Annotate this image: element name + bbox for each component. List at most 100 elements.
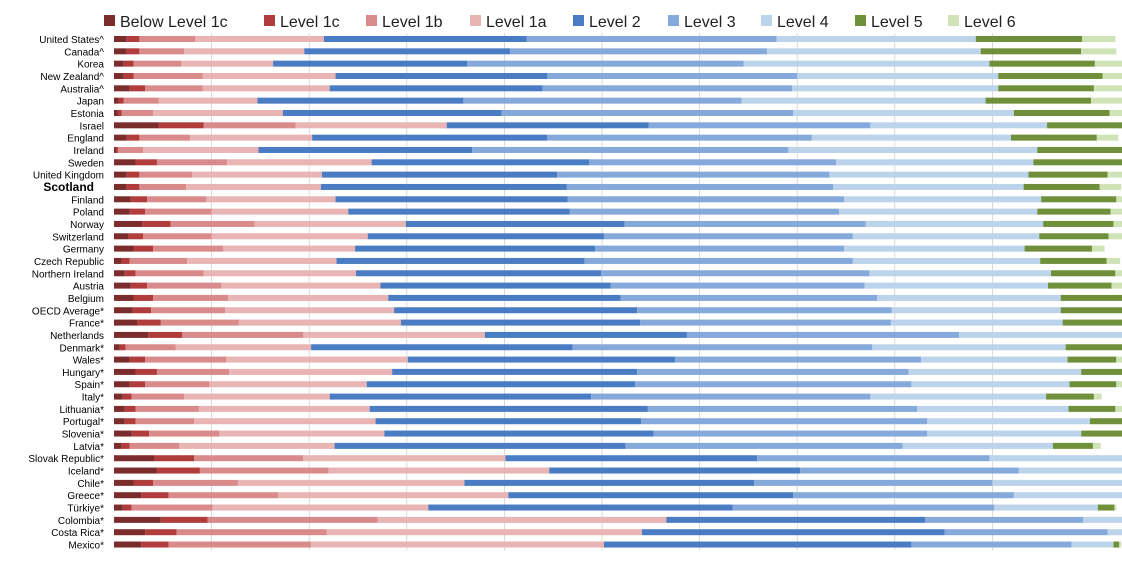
- category-label: Japan: [77, 97, 104, 108]
- bar-segment-level-5: [1013, 109, 1110, 116]
- category-label: Sweden: [68, 158, 104, 169]
- bar-segment-level-1b: [129, 442, 180, 449]
- legend-label: Level 1a: [486, 14, 547, 31]
- bar-segment-level-5: [1068, 405, 1116, 412]
- bar-row: [114, 97, 1122, 104]
- bar-segment-level-4: [829, 171, 1029, 178]
- bar-segment-level-4: [891, 307, 1061, 314]
- bar-segment-below-level-1c: [114, 270, 125, 277]
- bar-segment-level-1a: [277, 492, 509, 499]
- bar-segment-below-level-1c: [114, 233, 129, 240]
- bar-row: [114, 294, 1122, 301]
- bar-segment-level-3: [603, 233, 853, 240]
- bar-segment-level-6: [1093, 85, 1122, 92]
- bar-row: [114, 331, 1122, 338]
- bar-segment-level-2: [311, 344, 573, 351]
- bar-segment-level-1c: [124, 418, 136, 425]
- bar-segment-level-1b: [135, 270, 204, 277]
- bar-segment-level-3: [653, 430, 928, 437]
- bar-segment-level-1a: [223, 245, 356, 252]
- bar-segment-level-1c: [117, 109, 122, 116]
- bar-segment-level-5: [1060, 307, 1122, 314]
- bar-segment-level-4: [793, 109, 1014, 116]
- bar-segment-level-1c: [123, 60, 134, 67]
- bar-segment-below-level-1c: [114, 393, 123, 400]
- bar-segment-level-4: [766, 48, 981, 55]
- bar-segment-level-5: [1081, 430, 1122, 437]
- bar-segment-level-1b: [133, 60, 182, 67]
- bar-segment-level-5: [1040, 257, 1107, 264]
- bar-segment-level-1a: [184, 393, 330, 400]
- bar-segment-level-4: [797, 72, 999, 79]
- bar-segment-level-6: [1093, 393, 1102, 400]
- bar-segment-level-2: [405, 220, 625, 227]
- category-label: United Kingdom: [33, 171, 104, 182]
- bar-segment-level-2: [329, 85, 543, 92]
- category-label: Canada^: [64, 47, 104, 58]
- bar-segment-level-1b: [194, 455, 304, 462]
- category-label: England: [67, 134, 104, 145]
- bar-row: [114, 109, 1122, 116]
- bar-segment-level-6: [1110, 208, 1122, 215]
- bar-segment-level-3: [601, 270, 870, 277]
- bar-segment-level-4: [864, 282, 1049, 289]
- bar-segment-level-2: [428, 504, 733, 511]
- bar-segment-level-3: [625, 442, 903, 449]
- bar-segment-level-2: [484, 331, 687, 338]
- bar-segment-level-5: [1043, 220, 1114, 227]
- bar-row: [114, 48, 1117, 55]
- bar-segment-level-4: [1018, 467, 1122, 474]
- bar-segment-level-6: [1091, 245, 1105, 252]
- bar-segment-below-level-1c: [114, 48, 127, 55]
- bar-segment-level-5: [1037, 208, 1111, 215]
- category-label: Korea: [77, 60, 104, 71]
- bar-segment-level-1b: [145, 208, 212, 215]
- bar-segment-level-2: [334, 442, 626, 449]
- bar-segment-level-1a: [143, 146, 259, 153]
- bar-segment-level-4: [788, 146, 1038, 153]
- bar-row: [114, 467, 1122, 474]
- bar-segment-level-1c: [126, 48, 140, 55]
- bar-segment-level-2: [388, 294, 621, 301]
- bar-segment-below-level-1c: [114, 344, 120, 351]
- bar-row: [114, 270, 1122, 277]
- bar-segment-level-5: [1081, 368, 1122, 375]
- bar-row: [114, 541, 1122, 548]
- category-label: Switzerland: [52, 232, 104, 243]
- bar-segment-below-level-1c: [114, 134, 127, 141]
- bar-segment-level-2: [273, 60, 468, 67]
- bar-segment-level-2: [666, 516, 926, 523]
- bar-segment-level-6: [1116, 196, 1122, 203]
- bar-segment-level-5: [1062, 319, 1122, 326]
- bar-segment-level-3: [542, 85, 793, 92]
- bar-segment-level-2: [394, 307, 638, 314]
- bar-segment-level-2: [371, 159, 590, 166]
- bar-segment-level-3: [566, 183, 834, 190]
- bar-row: [114, 479, 1122, 486]
- bar-segment-level-2: [464, 479, 755, 486]
- bar-segment-level-4: [911, 381, 1070, 388]
- bar-row: [114, 220, 1122, 227]
- bar-segment-level-1b: [199, 467, 329, 474]
- bar-row: [114, 356, 1122, 363]
- legend-item: Level 1c: [264, 14, 340, 31]
- bar-segment-level-1a: [295, 122, 447, 129]
- category-label: Costa Rica*: [51, 528, 104, 539]
- bar-segment-level-5: [1046, 393, 1094, 400]
- bar-segment-level-2: [392, 368, 638, 375]
- bar-segment-below-level-1c: [114, 282, 131, 289]
- bar-row: [114, 36, 1116, 42]
- bar-segment-level-1b: [139, 48, 185, 55]
- bar-segment-level-3: [572, 344, 873, 351]
- bar-segment-level-1b: [147, 282, 222, 289]
- bar-segment-level-1c: [158, 122, 204, 129]
- bar-segment-level-4: [852, 233, 1040, 240]
- bar-segment-below-level-1c: [114, 529, 146, 536]
- bar-segment-level-1a: [153, 109, 283, 116]
- bar-segment-level-1a: [179, 442, 335, 449]
- bar-row: [114, 307, 1122, 314]
- bar-segment-below-level-1c: [114, 171, 127, 178]
- bar-segment-level-4: [870, 122, 1048, 129]
- bar-segment-below-level-1c: [114, 196, 131, 203]
- legend-label: Level 3: [684, 14, 736, 31]
